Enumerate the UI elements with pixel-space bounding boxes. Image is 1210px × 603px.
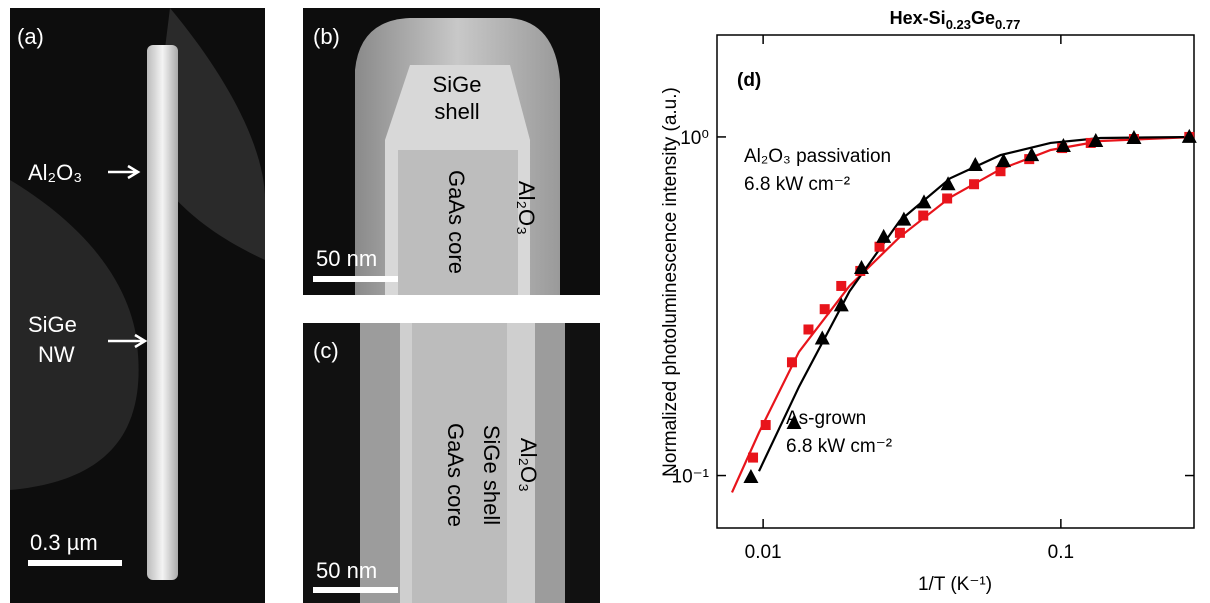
panel-a: (a) Al₂O₃ SiGe NW 0.3 µm [10, 8, 265, 603]
label: GaAs core [444, 170, 469, 274]
nanowire [147, 45, 178, 580]
label: Al₂O₃ [516, 438, 541, 492]
label: GaAs core [443, 423, 468, 527]
label: Al₂O₃ [514, 181, 539, 235]
y-tick-label: 10⁰ [680, 128, 709, 149]
panel-label: (d) [737, 70, 761, 91]
y-axis-label: Normalized photoluminescence intensity (… [660, 87, 681, 477]
panel-label: (b) [313, 24, 340, 49]
x-tick-label: 0.01 [745, 542, 782, 563]
scale-bar [28, 560, 122, 566]
x-axis-label: 1/T (K⁻¹) [918, 574, 992, 595]
title-part: Ge [971, 8, 995, 28]
scale-label: 50 nm [316, 246, 377, 271]
marker [787, 357, 797, 367]
title-part: 0.23 [946, 17, 971, 32]
label: SiGe shell [479, 425, 504, 525]
marker [748, 453, 758, 463]
marker [820, 304, 830, 314]
label: NW [38, 342, 75, 367]
label: SiGe [28, 312, 77, 337]
y-tick-label: 10⁻¹ [672, 467, 710, 488]
chart-title: Hex-Si0.23Ge0.77 [890, 8, 1021, 32]
panel-c: (c) Al₂O₃ SiGe shell GaAs core 50 nm [303, 323, 600, 603]
marker [895, 228, 905, 238]
marker [836, 281, 846, 291]
marker [875, 242, 885, 252]
panel-label: (a) [17, 24, 44, 49]
scale-label: 50 nm [316, 558, 377, 583]
annotation: Al₂O₃ passivation [744, 146, 891, 167]
panel-b: (b) SiGe shell GaAs core Al₂O₃ 50 nm [303, 8, 600, 295]
marker [942, 193, 952, 203]
label: Al₂O₃ [28, 160, 82, 185]
label: SiGe [433, 72, 482, 97]
label: shell [434, 99, 479, 124]
annotation: 6.8 kW cm⁻² [744, 174, 850, 195]
marker [996, 166, 1006, 176]
marker [918, 211, 928, 221]
marker [803, 324, 813, 334]
marker [761, 420, 771, 430]
panel-label: (c) [313, 338, 339, 363]
title-part: Hex-Si [890, 8, 946, 28]
scale-bar [313, 276, 398, 282]
marker [969, 179, 979, 189]
marker [743, 469, 758, 483]
scale-label: 0.3 µm [30, 530, 98, 555]
chart: Hex-Si0.23Ge0.77 (d) 1/T (K⁻¹) Normalize… [660, 8, 1197, 595]
scale-bar [313, 587, 398, 593]
title-part: 0.77 [995, 17, 1020, 32]
x-tick-label: 0.1 [1048, 542, 1074, 563]
annotation: 6.8 kW cm⁻² [786, 436, 892, 457]
figure: (a) Al₂O₃ SiGe NW 0.3 µm (b) SiGe shell … [0, 0, 1210, 603]
annotation: As-grown [786, 408, 866, 429]
